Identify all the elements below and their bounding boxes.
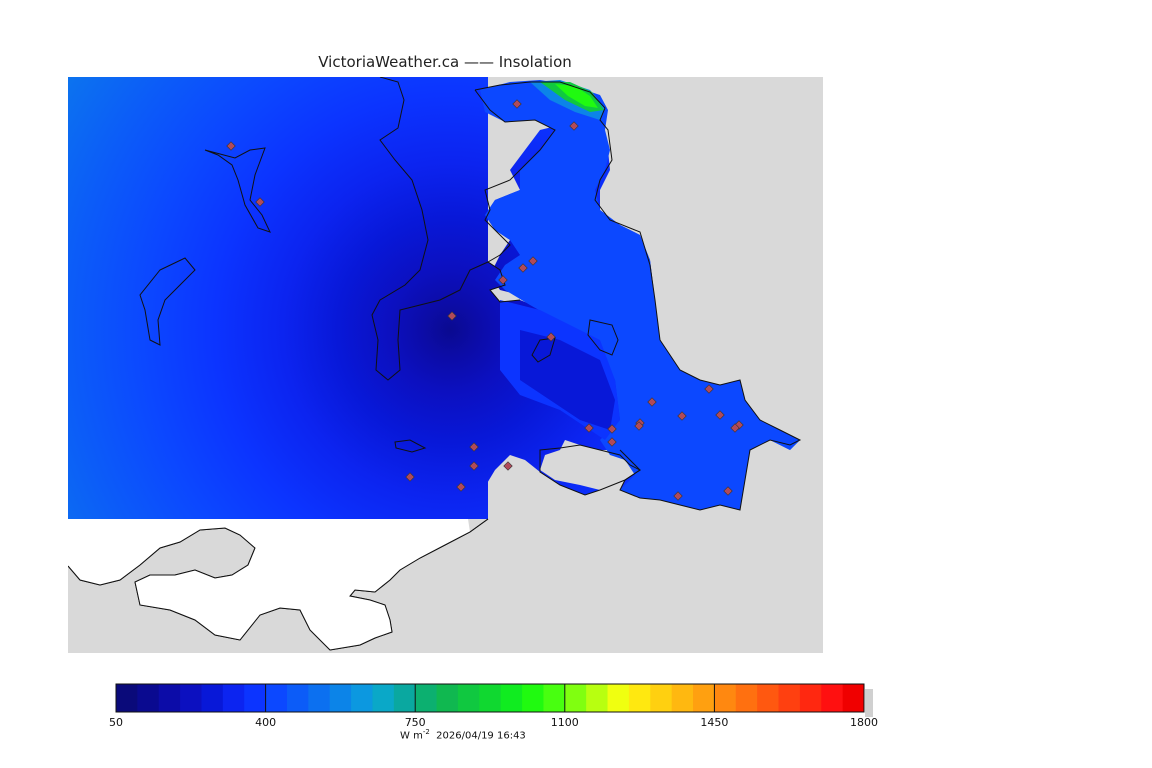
colorbar-tick-label: 50 xyxy=(109,716,123,729)
sidney-island xyxy=(587,319,619,356)
colorbar-swatch xyxy=(479,684,502,712)
variable-name: Insolation xyxy=(498,53,572,71)
title-separator: —— xyxy=(463,53,494,71)
islet-south-1 xyxy=(394,439,427,453)
colorbar-swatch xyxy=(650,684,673,712)
station-marker xyxy=(647,397,657,407)
station-marker xyxy=(512,99,522,109)
colorbar-swatch xyxy=(180,684,202,712)
colorbar-swatch xyxy=(821,684,844,712)
colorbar-tick-label: 1100 xyxy=(550,716,579,729)
station-marker xyxy=(469,461,479,471)
small-island-west-2 xyxy=(139,257,196,346)
colorbar-tick-label: 1800 xyxy=(850,716,878,729)
station-marker xyxy=(518,263,528,273)
colorbar-tick-label: 400 xyxy=(255,716,277,729)
colorbar-swatch xyxy=(329,684,352,712)
colorbar-swatch xyxy=(137,684,160,712)
colorbar-swatch xyxy=(286,684,309,712)
insolation-field-east-haro xyxy=(520,330,615,430)
page-title: VictoriaWeather.ca —— Insolation xyxy=(0,53,890,71)
colorbar-swatch xyxy=(714,684,737,712)
station-marker xyxy=(447,311,457,321)
colorbar-swatch xyxy=(222,684,245,712)
colorbar-swatch xyxy=(693,684,715,712)
colorbar-swatch xyxy=(308,684,331,712)
olympic-coast-redraw xyxy=(68,518,489,651)
colorbar-tick-label: 1450 xyxy=(700,716,729,729)
colorbar-swatch xyxy=(628,684,651,712)
colorbar-swatch xyxy=(372,684,395,712)
saanich-inlet-east xyxy=(474,89,556,263)
station-marker xyxy=(634,421,644,431)
station-marker xyxy=(607,424,617,434)
station-marker xyxy=(607,437,617,447)
oak-bay-peninsula xyxy=(539,444,641,496)
timestamp: 2026/04/19 16:43 xyxy=(436,730,526,742)
peninsula-east-coast xyxy=(474,81,802,511)
station-marker xyxy=(569,121,579,131)
colorbar-swatch xyxy=(351,684,373,712)
colorbar-swatch xyxy=(393,684,416,712)
colorbar-swatch xyxy=(265,684,288,712)
colorbar-swatch xyxy=(607,684,630,712)
colorbar-swatch xyxy=(457,684,480,712)
colorbar-shadow xyxy=(865,689,873,717)
small-island-west-1 xyxy=(204,147,271,233)
colorbar-swatch xyxy=(757,684,780,712)
units-exponent: -2 xyxy=(422,728,430,736)
colorbar-swatch xyxy=(500,684,523,712)
weather-stations xyxy=(226,99,744,501)
colorbar-swatch xyxy=(735,684,758,712)
colorbar-swatch xyxy=(586,684,609,712)
colorbar-swatch xyxy=(778,684,801,712)
station-marker xyxy=(677,411,687,421)
colorbar-footer: W m-2 2026/04/19 16:43 xyxy=(400,728,526,741)
colorbar-swatch xyxy=(116,684,138,712)
station-marker xyxy=(255,197,265,207)
station-marker xyxy=(584,423,594,433)
unmodelled-region xyxy=(68,519,470,650)
units-label: W m xyxy=(400,730,423,742)
colorbar-swatch xyxy=(244,684,267,712)
station-marker xyxy=(528,256,538,266)
station-marker xyxy=(469,442,479,452)
colorbar-swatch xyxy=(543,684,566,712)
colorbar-swatch xyxy=(842,684,865,712)
colorbar-swatch xyxy=(799,684,822,712)
station-marker xyxy=(730,423,740,433)
station-marker xyxy=(715,410,725,420)
colorbar-swatch xyxy=(201,684,224,712)
station-marker xyxy=(503,461,513,471)
colorbar-swatch xyxy=(564,684,587,712)
insolation-peak-core xyxy=(555,84,598,108)
colorbar xyxy=(115,683,865,713)
station-marker xyxy=(723,486,733,496)
station-marker xyxy=(226,141,236,151)
peninsula-west-coast xyxy=(371,77,521,381)
colorbar-swatch xyxy=(436,684,459,712)
site-name: VictoriaWeather.ca xyxy=(318,53,460,71)
station-marker xyxy=(456,482,466,492)
colorbar-swatch xyxy=(415,684,438,712)
station-marker xyxy=(498,275,508,285)
colorbar-swatch xyxy=(671,684,694,712)
colorbar-swatch xyxy=(158,684,181,712)
station-marker xyxy=(405,472,415,482)
colorbar-tick-label: 750 xyxy=(404,716,426,729)
station-marker xyxy=(673,491,683,501)
insolation-field-east xyxy=(480,80,800,510)
station-marker xyxy=(704,384,714,394)
colorbar-swatch xyxy=(522,684,544,712)
station-marker xyxy=(546,332,556,342)
